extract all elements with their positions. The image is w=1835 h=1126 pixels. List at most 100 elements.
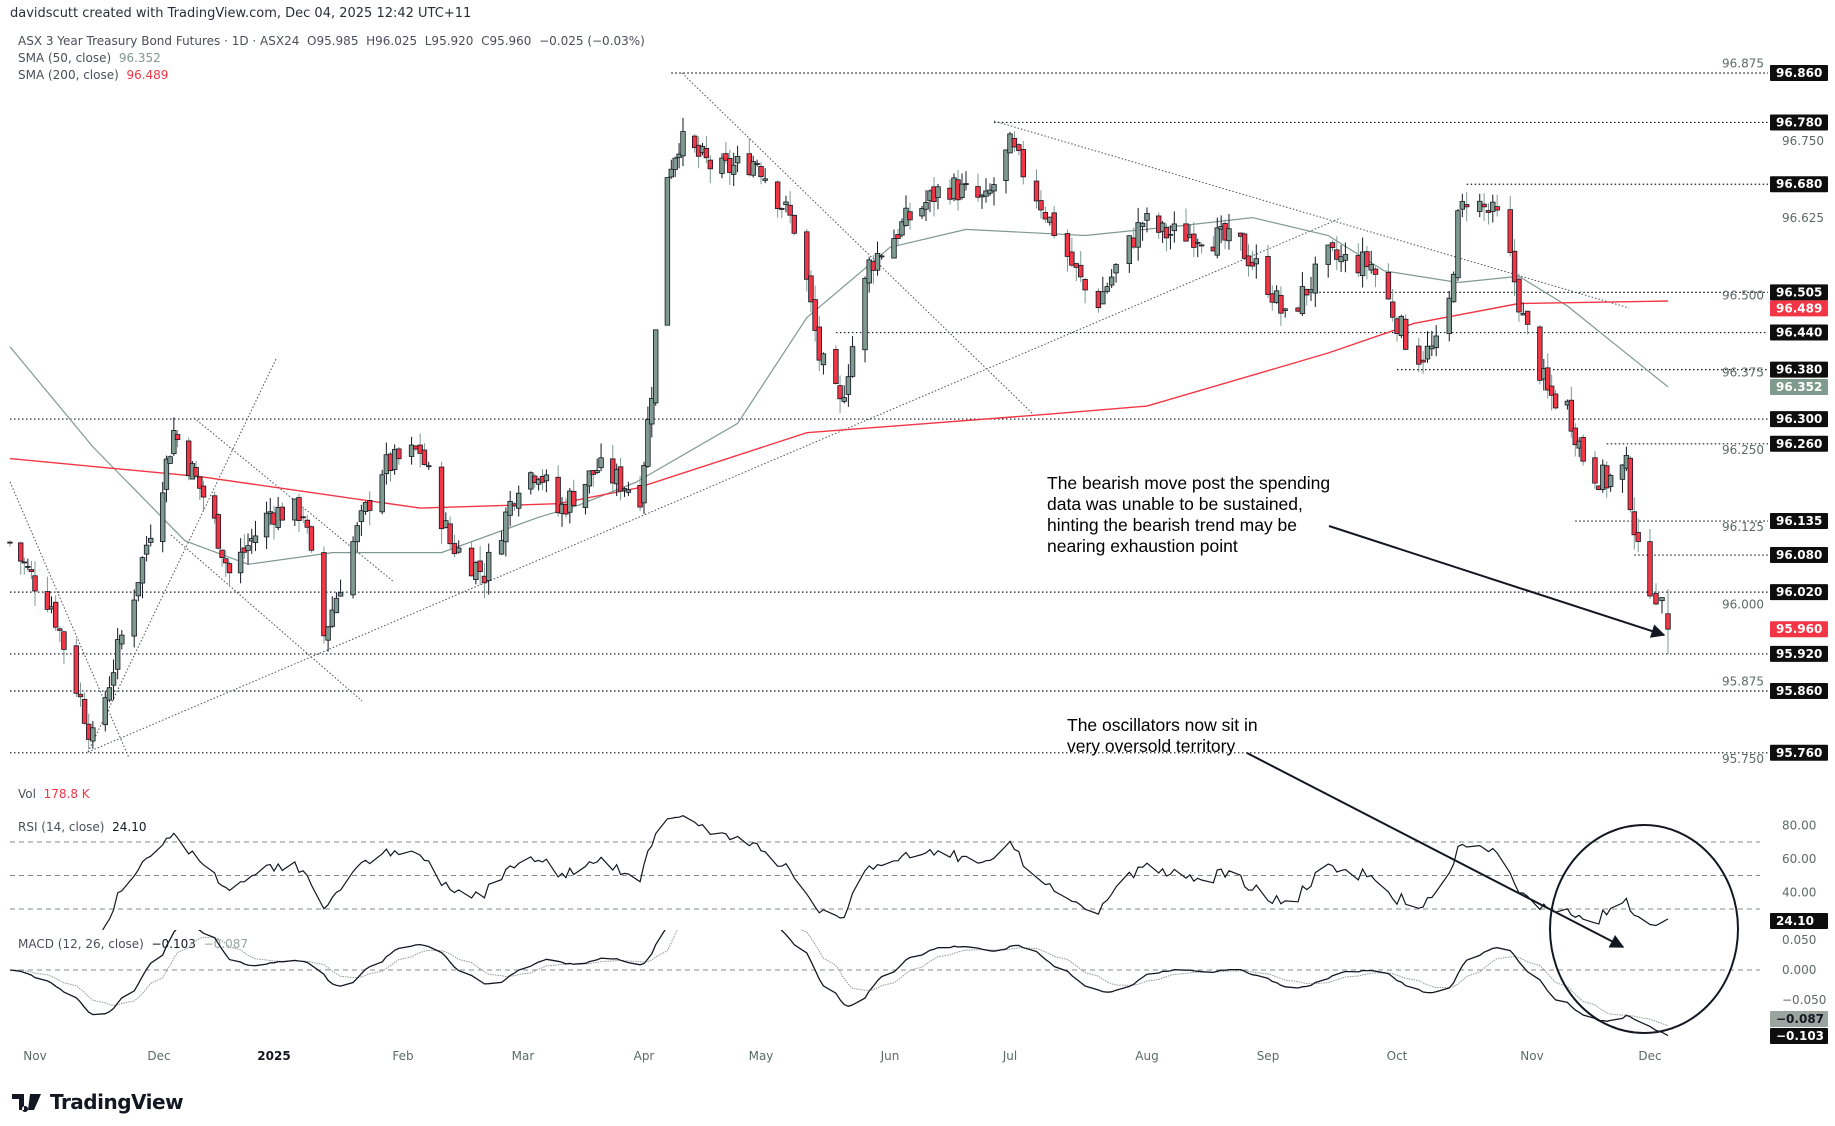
rsi-label: RSI (14, close): [18, 820, 105, 834]
sma200-line: [9, 300, 1669, 509]
candle-down: [804, 231, 810, 280]
price-level-badge: 96.440: [1776, 326, 1822, 340]
price-tick-label: 95.875: [1722, 675, 1764, 689]
candle-up: [919, 208, 925, 217]
macd-pane: [9, 930, 1760, 1037]
price-axis[interactable]: 96.860 96.780 96.680 96.505 96.440 96.380 96.3…: [1722, 57, 1828, 1044]
candle-down: [1394, 318, 1400, 334]
candle-down: [808, 275, 814, 303]
candle-down: [1364, 251, 1370, 268]
candle-up: [516, 492, 522, 509]
tradingview-logo[interactable]: TradingView: [12, 1090, 184, 1114]
candle-up: [1135, 222, 1141, 248]
ohlc-low: L95.920: [424, 34, 474, 48]
sma50-label: SMA (50, close): [18, 51, 112, 65]
price-badge-sma200: 96.489: [1776, 301, 1822, 315]
candle-up: [131, 599, 137, 637]
candle-down: [1082, 279, 1088, 291]
candle-down: [1095, 290, 1102, 309]
time-tick-label: Sep: [1257, 1049, 1280, 1063]
candle-down: [1042, 211, 1049, 220]
price-level-badge: 96.300: [1776, 412, 1822, 426]
macd-tick-label: 0.000: [1782, 963, 1816, 977]
volume-legend[interactable]: Vol 178.8 K: [18, 787, 90, 801]
candle-down: [1511, 250, 1518, 283]
candle-down: [555, 476, 561, 514]
price-badge-sma200-bg: [1770, 300, 1828, 317]
tradingview-logo-icon: [12, 1094, 41, 1112]
candle-up: [621, 488, 628, 491]
symbol-legend[interactable]: ASX 3 Year Treasury Bond Futures · 1D · …: [18, 34, 645, 48]
candle-up: [1113, 264, 1119, 274]
candle-up: [820, 353, 827, 366]
price-badge-last: 95.960: [1776, 622, 1822, 636]
candle-up: [641, 465, 647, 504]
price-level-badge-bg: [1770, 435, 1828, 452]
candle-up: [1398, 315, 1405, 336]
rsi-legend[interactable]: RSI (14, close) 24.10: [18, 820, 146, 834]
price-level-badge-bg: [1770, 584, 1828, 601]
price-level-badge: 96.135: [1776, 514, 1822, 528]
time-tick-label: Aug: [1135, 1049, 1158, 1063]
time-tick-label: Jul: [1002, 1049, 1017, 1063]
candle-up: [586, 470, 593, 487]
price-tick-label: 96.750: [1782, 134, 1824, 148]
candle-down: [1537, 326, 1543, 381]
candle-down: [791, 214, 797, 234]
candle-down: [692, 135, 698, 149]
candle-up: [408, 444, 415, 457]
time-tick-label: Apr: [634, 1049, 655, 1063]
candle-up: [750, 161, 756, 176]
sma50-legend[interactable]: SMA (50, close) 96.352: [18, 51, 161, 65]
candle-down: [1051, 212, 1057, 237]
candle-up: [1368, 264, 1374, 271]
annotation-drawings: [1246, 525, 1739, 1034]
annotation-oscillators: The oscillators now sit in very oversold…: [1067, 715, 1258, 756]
candle-up: [1167, 233, 1174, 236]
candle-up: [1450, 273, 1457, 303]
candle-down: [837, 385, 843, 400]
candle-up: [731, 164, 737, 175]
candle-down: [1420, 359, 1426, 363]
price-level-badge: 95.860: [1776, 684, 1822, 698]
price-tick-label: 96.500: [1722, 288, 1764, 302]
candle-down: [703, 147, 710, 159]
candle-down: [1653, 593, 1659, 605]
candle-up: [456, 547, 462, 553]
candle-down: [816, 326, 822, 361]
candle-down: [197, 476, 203, 489]
candle-up: [1619, 464, 1626, 480]
candle-down: [1592, 457, 1598, 484]
candle-up: [1126, 235, 1133, 264]
candle-up: [354, 525, 360, 543]
candle-up: [102, 697, 108, 726]
candle-up: [1282, 308, 1288, 311]
candle-up: [754, 163, 760, 165]
candle-down: [1078, 264, 1084, 278]
candle-up: [163, 458, 170, 490]
candle-up: [135, 582, 142, 597]
candle-down: [1390, 301, 1396, 318]
candle-up: [841, 397, 847, 402]
price-level-badge: 95.920: [1776, 647, 1822, 661]
candle-down: [304, 519, 310, 528]
candle-down: [300, 516, 306, 519]
candle-up: [1007, 133, 1013, 154]
sma200-legend[interactable]: SMA (200, close) 96.489: [18, 68, 168, 82]
candle-up: [845, 376, 852, 395]
candle-down: [32, 575, 38, 592]
macd-value-badge: −0.103: [1776, 1029, 1824, 1043]
candle-up: [379, 474, 385, 513]
macd-label: MACD (12, 26, close): [18, 937, 144, 951]
candle-down: [895, 234, 901, 239]
candle-down: [758, 166, 764, 178]
candle-down: [28, 569, 35, 573]
time-axis[interactable]: Nov Dec 2025 Feb Mar Apr May Jun Jul Aug Sep Oct Nov…: [23, 1049, 1661, 1063]
trendline: [87, 217, 1342, 753]
trendline: [681, 72, 1034, 415]
price-badge-sma50: 96.352: [1776, 380, 1822, 394]
time-tick-label: Jun: [880, 1049, 900, 1063]
price-level-badge-bg: [1770, 361, 1828, 378]
candle-up: [329, 609, 335, 627]
